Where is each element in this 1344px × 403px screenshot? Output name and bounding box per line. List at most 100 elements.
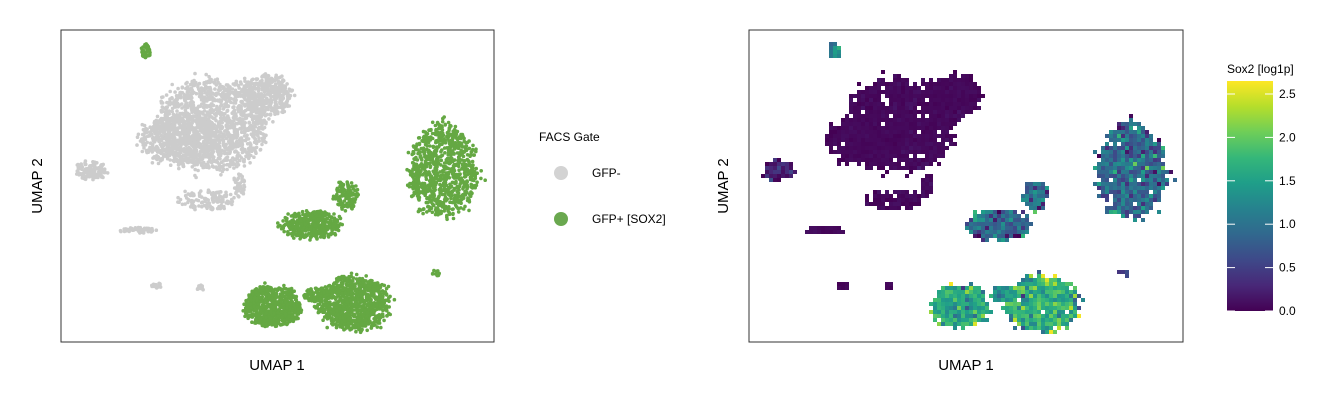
point-gfp-pos xyxy=(312,210,317,214)
point-gfp-neg xyxy=(244,154,249,159)
point-gfp-neg xyxy=(177,166,181,171)
point-gfp-pos xyxy=(459,176,464,180)
point-gfp-neg xyxy=(204,72,208,77)
point-gfp-neg xyxy=(142,146,146,150)
left-scatter-points xyxy=(75,42,488,335)
point-gfp-neg xyxy=(77,173,81,177)
point-gfp-neg xyxy=(179,161,183,166)
point-gfp-pos xyxy=(271,305,276,309)
point-gfp-pos xyxy=(268,316,273,320)
point-gfp-pos xyxy=(290,309,295,313)
point-gfp-pos xyxy=(411,186,416,191)
point-gfp-pos xyxy=(251,312,255,316)
point-gfp-pos xyxy=(445,213,449,218)
point-gfp-pos xyxy=(462,175,467,179)
point-gfp-neg xyxy=(167,139,172,144)
point-gfp-neg xyxy=(159,144,164,149)
point-gfp-neg xyxy=(179,138,184,142)
point-gfp-neg xyxy=(193,207,197,212)
point-gfp-neg xyxy=(209,120,214,125)
point-gfp-pos xyxy=(333,233,338,237)
point-gfp-pos xyxy=(304,212,308,217)
point-gfp-neg xyxy=(174,105,178,109)
point-gfp-neg xyxy=(160,157,164,162)
point-gfp-pos xyxy=(452,152,456,156)
point-gfp-pos xyxy=(461,192,465,197)
point-gfp-neg xyxy=(224,193,229,197)
point-gfp-neg xyxy=(194,119,198,124)
point-gfp-pos xyxy=(285,322,289,327)
point-gfp-pos xyxy=(454,172,459,177)
point-gfp-pos xyxy=(260,322,265,327)
point-gfp-neg xyxy=(192,78,196,83)
point-gfp-pos xyxy=(312,227,316,232)
point-gfp-neg xyxy=(199,161,203,166)
point-gfp-pos xyxy=(443,123,448,127)
point-gfp-pos xyxy=(309,235,313,239)
point-gfp-neg xyxy=(211,103,216,108)
point-gfp-pos xyxy=(276,319,280,323)
point-gfp-pos xyxy=(415,142,419,146)
point-gfp-pos xyxy=(413,172,418,177)
point-gfp-neg xyxy=(233,157,238,161)
point-gfp-pos xyxy=(321,222,325,226)
point-gfp-neg xyxy=(228,192,233,197)
point-gfp-neg xyxy=(204,131,208,136)
point-gfp-neg xyxy=(243,95,247,99)
point-gfp-neg xyxy=(152,155,157,159)
point-gfp-pos xyxy=(414,147,418,152)
point-gfp-neg xyxy=(205,90,210,95)
point-gfp-pos xyxy=(456,210,461,214)
point-gfp-pos xyxy=(438,201,443,205)
point-gfp-pos xyxy=(335,187,339,192)
point-gfp-neg xyxy=(79,167,84,171)
point-gfp-pos xyxy=(440,119,445,124)
point-gfp-neg xyxy=(249,132,254,136)
point-gfp-neg xyxy=(166,129,170,134)
point-gfp-pos xyxy=(417,150,422,154)
point-gfp-neg xyxy=(274,73,279,78)
point-gfp-pos xyxy=(466,172,470,177)
point-gfp-pos xyxy=(282,229,287,234)
point-gfp-neg xyxy=(170,96,174,100)
point-gfp-pos xyxy=(312,233,316,238)
point-gfp-neg xyxy=(150,149,154,153)
point-gfp-pos xyxy=(433,131,437,136)
point-gfp-neg xyxy=(278,97,282,101)
point-gfp-neg xyxy=(200,135,205,140)
point-gfp-pos xyxy=(328,223,332,227)
point-gfp-neg xyxy=(165,147,169,152)
point-gfp-pos xyxy=(141,49,145,53)
point-gfp-neg xyxy=(192,83,197,88)
point-gfp-neg xyxy=(236,91,240,95)
point-gfp-pos xyxy=(290,314,294,319)
point-gfp-neg xyxy=(182,138,187,143)
point-gfp-neg xyxy=(176,119,180,124)
point-gfp-neg xyxy=(183,98,187,103)
point-gfp-neg xyxy=(179,150,183,155)
point-gfp-neg xyxy=(196,117,201,121)
point-gfp-neg xyxy=(235,160,240,164)
point-gfp-neg xyxy=(208,204,212,209)
point-gfp-pos xyxy=(276,314,280,318)
point-gfp-pos xyxy=(427,170,431,175)
point-gfp-neg xyxy=(207,135,212,139)
point-gfp-neg xyxy=(162,130,167,135)
point-gfp-neg xyxy=(217,125,221,129)
point-gfp-pos xyxy=(464,144,469,148)
point-gfp-pos xyxy=(145,49,149,54)
point-gfp-pos xyxy=(340,207,344,211)
point-gfp-neg xyxy=(244,116,249,120)
point-gfp-pos xyxy=(277,307,282,312)
point-gfp-pos xyxy=(292,289,297,294)
point-gfp-pos xyxy=(445,146,449,150)
point-gfp-neg xyxy=(285,99,290,103)
point-gfp-neg xyxy=(159,101,164,105)
point-gfp-pos xyxy=(349,181,354,185)
point-gfp-neg xyxy=(135,227,139,231)
point-gfp-neg xyxy=(215,160,220,165)
point-gfp-neg xyxy=(252,155,256,159)
point-gfp-neg xyxy=(216,191,221,195)
point-gfp-neg xyxy=(200,102,204,106)
